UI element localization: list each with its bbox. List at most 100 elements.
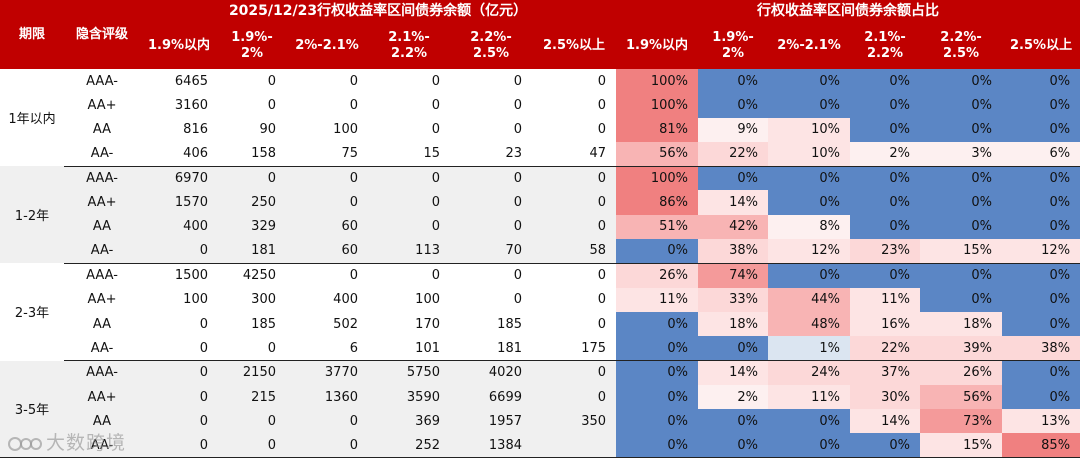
ratio-cell: 22% [698,141,769,167]
rating-cell: AA [92,122,112,138]
balance-cell: 4250 [242,268,276,284]
balance-cell: 101 [368,336,450,362]
ratio-cell: 11% [768,384,851,410]
ratio-cell: 12% [1002,239,1080,264]
balance-cell: 0 [513,97,522,113]
ratio-cell: 51% [616,214,699,240]
term-cell: 2-3年 [0,263,64,361]
term-cell: 1-2年 [0,166,64,264]
ratio-cell: 0% [768,263,851,288]
balance-cell: 0 [140,360,218,385]
balance-cell: 0 [450,190,532,215]
rating-cell: AAA- [86,73,118,89]
ratio-cell: 0% [850,433,921,459]
ratio-cell: 37% [850,360,921,385]
balance-cell: 100 [415,292,440,308]
balance-cell: 113 [368,239,450,264]
balance-cell: 0 [513,122,522,138]
rating-cell: AA+ [87,292,117,308]
balance-cell: 185 [251,316,276,332]
balance-cell: 1957 [450,409,532,434]
balance-cell: 100 [333,122,358,138]
rating-cell: AAA- [64,166,140,191]
balance-cell: 0 [597,97,607,113]
ratio-cell: 0% [850,214,921,240]
ratio-cell: 22% [850,336,921,362]
balance-cell: 369 [368,409,450,434]
balance-cell: 0 [532,190,617,215]
balance-cell: 6699 [450,384,532,410]
balance-cell: 0 [368,190,450,215]
term-header: 期限 [0,0,64,69]
ratio-cell: 0% [616,384,699,410]
balance-cell: 0 [286,409,368,434]
balance-cell: 6465 [174,73,208,89]
ratio-cell: 1% [768,336,851,362]
rating-cell: AAA- [64,360,140,385]
ratio-cell: 0% [850,166,921,191]
table-row: AA 0 185 502 170 185 0 0% 18% 48% 16% 18% 0% [0,311,1080,337]
balance-cell: 0 [267,97,276,113]
ratio-cell: 0% [768,69,851,94]
balance-cell: 181 [218,239,286,264]
balance-cell: 175 [532,336,617,362]
ratio-cell: 0% [698,93,769,118]
ratio-cell: 0% [768,190,851,215]
ratio-cell: 14% [850,409,921,434]
balance-cell: 0 [532,166,617,191]
balance-cell: 0 [286,166,368,191]
ratio-range-header: 2%-2.1% [768,22,851,69]
balance-cell: 0 [513,292,522,308]
ratio-cell: 6% [1002,141,1080,167]
ratio-cell: 0% [768,409,851,434]
table-row: 1年以内 AAA- 6465 0 0 0 0 0 100% 0% 0% 0% 0% 0% [0,69,1080,167]
ratio-cell: 0% [850,117,921,142]
ratio-cell: 10% [768,141,851,167]
ratio-cell: 33% [698,287,769,312]
ratio-cell: 44% [768,287,851,312]
ratio-cell: 2% [850,141,921,167]
ratio-cell: 0% [1002,117,1080,142]
balance-section-title: 2025/12/23行权收益率区间债券余额（亿元） [140,0,617,22]
ratio-cell: 0% [1002,263,1080,288]
ratio-range-header: 2.1%- 2.2% [850,22,921,69]
ratio-cell: 0% [920,190,1003,215]
ratio-cell: 0% [1002,311,1080,337]
balance-cell: 0 [597,73,607,89]
balance-cell: 0 [368,214,450,240]
rating-header: 隐含评级 [64,0,140,69]
balance-cell: 0 [431,122,440,138]
ratio-range-header: 2.5%以上 [1002,22,1080,69]
ratio-range-header: 1.9%以内 [616,22,699,69]
balance-cell: 23 [450,141,532,167]
balance-cell: 181 [450,336,532,362]
balance-range-header: 1.9%- 2% [218,22,286,69]
balance-cell: 0 [140,433,218,459]
ratio-cell: 18% [698,311,769,337]
ratio-cell: 0% [698,433,769,459]
ratio-cell: 42% [698,214,769,240]
balance-cell: 158 [218,141,286,167]
ratio-cell: 0% [850,69,921,94]
balance-cell: 0 [218,336,286,362]
ratio-cell: 0% [616,409,699,434]
table-row: AA+ 1570 250 0 0 0 0 86% 14% 0% 0% 0% 0% [0,190,1080,215]
rating-cell: AA+ [64,384,140,410]
balance-cell: 58 [532,239,617,264]
ratio-cell: 100% [616,93,699,118]
ratio-cell: 0% [698,336,769,362]
ratio-cell: 100% [616,166,699,191]
balance-cell: 816 [183,122,208,138]
ratio-cell: 0% [616,311,699,337]
balance-range-header: 1.9%以内 [140,22,218,69]
ratio-cell: 26% [616,263,699,288]
table-row: AA- 0 0 6 101 181 175 0% 0% 1% 22% 39% 38% [0,336,1080,362]
balance-cell: 215 [218,384,286,410]
ratio-cell: 100% [616,69,699,94]
table-row: 3-5年 AAA- 0 2150 3770 5750 4020 0 0% 14% 24% 37% 26%… [0,360,1080,459]
ratio-cell: 85% [1002,433,1080,459]
balance-cell: 0 [431,268,440,284]
term-cell: 1年以内 [0,69,64,167]
table-row: 2-3年 AAA- 1500 4250 0 0 0 0 26% 74% 0% 0% 0% 0% [0,263,1080,361]
